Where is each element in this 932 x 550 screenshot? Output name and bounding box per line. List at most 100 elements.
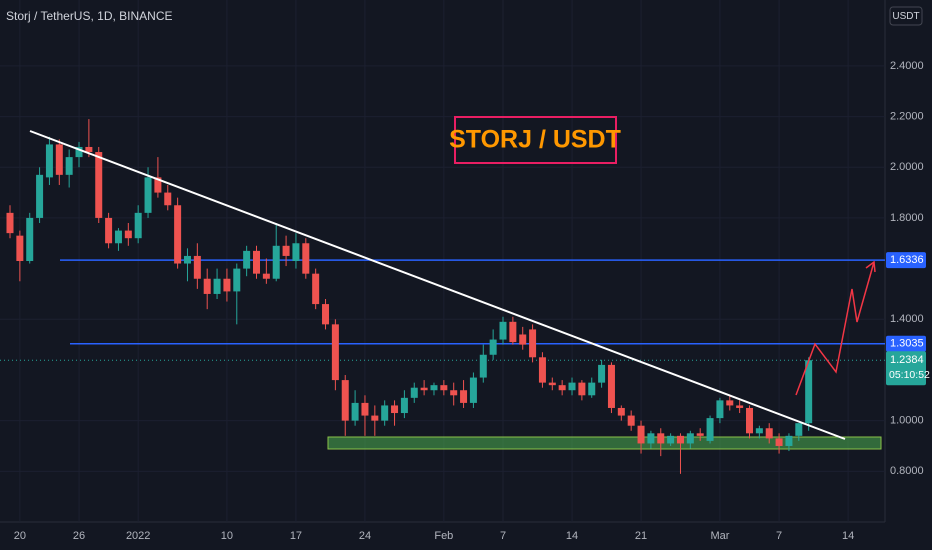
currency-badge	[889, 6, 923, 26]
y-tick-label: 1.8000	[890, 212, 924, 224]
chart-title: Storj / TetherUS, 1D, BINANCE	[6, 9, 173, 23]
level-price-box	[886, 335, 926, 352]
candle-body	[509, 321, 517, 343]
candle-body	[765, 428, 773, 439]
annotation: STORJ / USDT	[449, 126, 621, 154]
candle-body	[607, 364, 615, 408]
y-tick-label: 2.0000	[890, 161, 924, 173]
candle-body	[105, 217, 113, 244]
candle-body	[420, 387, 428, 391]
y-tick-label: 1.4000	[890, 313, 924, 325]
candle-body	[253, 250, 260, 274]
candle-body	[282, 245, 290, 256]
candle-body	[75, 146, 83, 158]
y-tick-label: 2.2000	[890, 110, 924, 122]
candle-body	[351, 402, 359, 421]
x-tick-label: 7	[776, 530, 782, 542]
candle-body	[400, 397, 408, 414]
x-tick-label: Feb	[434, 530, 453, 542]
x-tick-label: 7	[500, 530, 506, 542]
candle-body	[746, 407, 753, 434]
currency: USDT	[892, 11, 919, 22]
candle-body	[578, 382, 586, 396]
candle-body	[223, 278, 231, 292]
candle-body	[292, 243, 300, 261]
projection-arrowhead	[865, 260, 876, 273]
projection-path	[795, 261, 875, 396]
candle-body	[302, 243, 310, 274]
candle-body	[381, 405, 389, 421]
candle-body	[6, 212, 14, 234]
candle-body	[213, 278, 221, 294]
level-price-box	[886, 252, 926, 269]
x-tick-label: 24	[359, 530, 371, 542]
candle-body	[85, 146, 93, 153]
candle-body	[647, 433, 655, 444]
candle-body	[676, 435, 684, 444]
candle-body	[183, 255, 191, 264]
y-tick-label: 2.4000	[890, 60, 924, 72]
candle-body	[538, 357, 546, 383]
x-tick-label: 21	[635, 530, 647, 542]
candle-body	[322, 304, 330, 325]
candle-body	[65, 157, 73, 175]
x-tick-label: 20	[14, 530, 26, 542]
candle-body	[706, 418, 714, 441]
candle-body	[26, 217, 34, 261]
candle-body	[785, 435, 793, 446]
candle-body	[272, 245, 280, 279]
candle-body	[164, 192, 172, 206]
candle-body	[55, 144, 63, 175]
candle-body	[686, 433, 694, 444]
candle-body	[627, 415, 635, 426]
candle-body	[361, 402, 369, 416]
candle-body	[410, 387, 418, 398]
candle-body	[331, 324, 339, 381]
candle-body	[558, 385, 566, 391]
candle-body	[233, 268, 241, 292]
candle-body	[430, 385, 438, 391]
candle-body	[489, 339, 497, 355]
current-price-box	[886, 351, 926, 386]
level-price-label: 1.6336	[890, 254, 924, 266]
candle-body	[312, 273, 320, 305]
candle-body	[568, 382, 576, 391]
candle-body	[460, 390, 468, 403]
x-tick-label: 14	[842, 530, 854, 542]
candle-body	[716, 400, 724, 419]
candle-body	[262, 273, 270, 279]
x-tick-label: 14	[566, 530, 578, 542]
candle-body	[16, 235, 24, 261]
current-price-label: 1.2384	[890, 354, 924, 366]
candle-body	[45, 144, 53, 178]
candle-body	[95, 152, 103, 218]
candle-body	[696, 433, 704, 436]
candle-body	[341, 380, 349, 421]
candle-body	[519, 334, 527, 345]
candle-body	[154, 177, 162, 193]
candle-body	[657, 433, 665, 444]
candle-body	[469, 377, 477, 403]
trend-line	[29, 130, 846, 440]
x-tick-label: Mar	[710, 530, 729, 542]
candles	[6, 119, 813, 474]
candle-body	[450, 390, 458, 396]
candle-body	[598, 364, 606, 383]
candle-body	[144, 177, 152, 213]
annotation-box	[454, 116, 617, 164]
candle-body	[36, 174, 44, 218]
candle-body	[134, 212, 142, 239]
candle-body	[203, 278, 211, 294]
candle-body	[243, 250, 251, 269]
candle-body	[667, 435, 675, 444]
candle-body	[617, 407, 625, 416]
candle-body	[440, 385, 448, 391]
candle-body	[805, 360, 813, 424]
candle-body	[755, 428, 763, 434]
x-tick-label: 26	[73, 530, 85, 542]
candle-body	[637, 425, 645, 444]
candle-body	[193, 255, 201, 279]
candle-body	[736, 405, 744, 408]
